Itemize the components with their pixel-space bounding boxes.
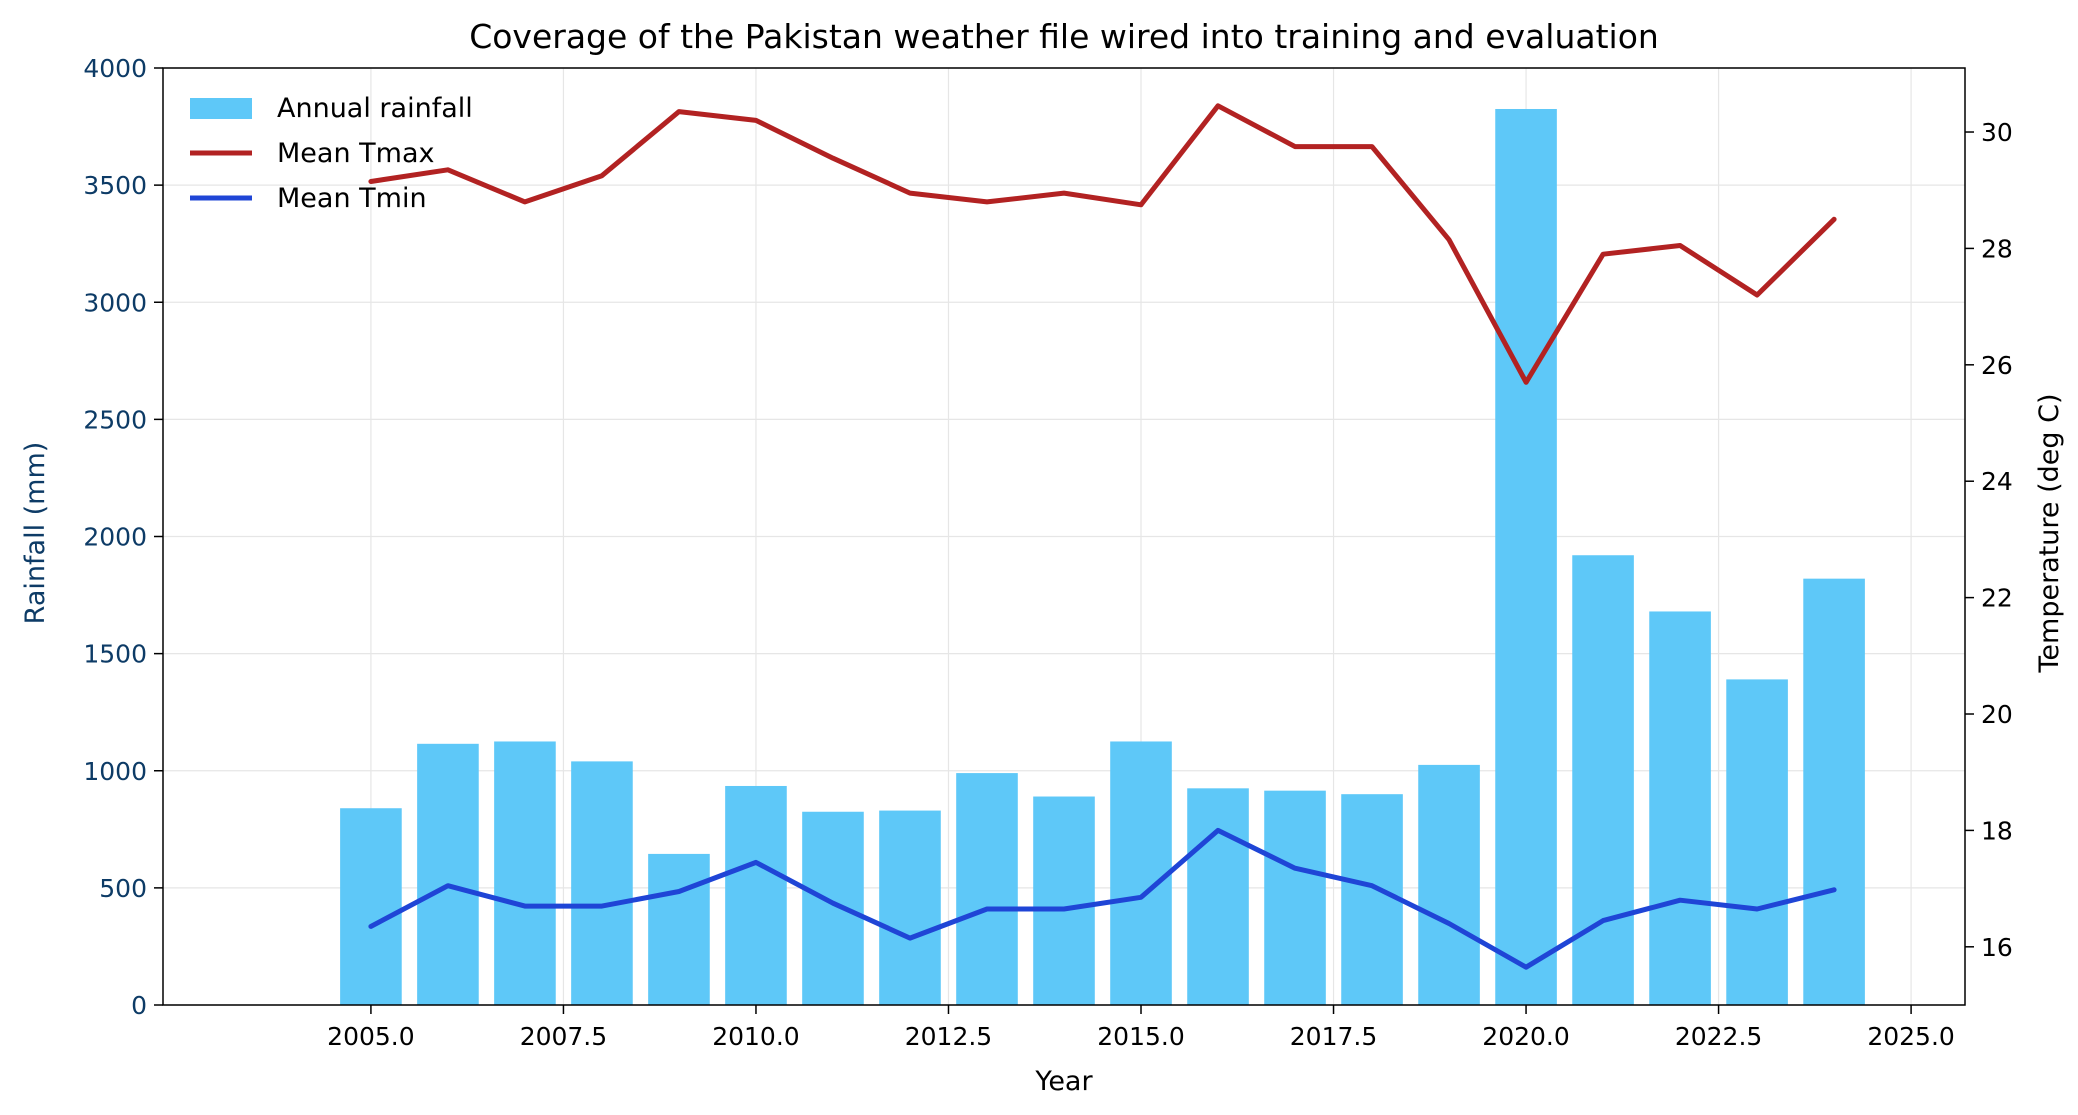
y-left-tick-label: 3500: [83, 171, 147, 200]
bar-2013: [956, 773, 1018, 1005]
bar-2018: [1341, 794, 1403, 1005]
y-right-tick-label: 28: [1981, 234, 2013, 263]
chart-title: Coverage of the Pakistan weather file wi…: [469, 17, 1659, 56]
y-right-tick-label: 16: [1981, 933, 2013, 962]
bar-2008: [571, 761, 633, 1005]
x-tick-label: 2017.5: [1290, 1022, 1377, 1051]
y-axis-right: 16 18 20 22 24 26 28 30: [1965, 118, 2013, 962]
y-axis-left-label: Rainfall (mm): [20, 442, 51, 625]
bar-2020: [1495, 108, 1557, 1005]
x-tick-label: 2022.5: [1675, 1022, 1762, 1051]
bar-2017: [1264, 790, 1326, 1005]
y-right-tick-label: 30: [1981, 118, 2013, 147]
bar-2010: [725, 785, 787, 1005]
y-left-tick-label: 0: [131, 991, 147, 1020]
y-left-tick-label: 4000: [83, 54, 147, 83]
y-left-tick-label: 3000: [83, 288, 147, 317]
bar-2007: [494, 741, 556, 1005]
bar-2019: [1418, 764, 1480, 1005]
bar-2015: [1110, 741, 1172, 1005]
y-right-tick-label: 18: [1981, 816, 2013, 845]
bar-2012: [879, 810, 941, 1005]
legend: Annual rainfall Mean Tmax Mean Tmin: [190, 93, 473, 214]
y-left-tick-label: 2500: [83, 405, 147, 434]
line-series: [368, 103, 1837, 970]
x-axis: 2005.0 2007.5 2010.0 2012.5 2015.0 2017.5 2020…: [327, 1005, 1955, 1051]
y-left-tick-label: 2000: [83, 523, 147, 552]
x-axis-label: Year: [1034, 1066, 1093, 1097]
bar-series: [340, 108, 1865, 1005]
line-mean-tmax: [368, 103, 1837, 385]
x-tick-label: 2010.0: [712, 1022, 799, 1051]
bar-2011: [802, 811, 864, 1005]
legend-label-mean-tmax: Mean Tmax: [277, 138, 434, 169]
y-axis-right-label: Temperature (deg C): [2034, 393, 2065, 673]
bar-2024: [1803, 578, 1865, 1005]
legend-swatch-annual-rainfall: [190, 98, 252, 119]
y-left-tick-label: 500: [99, 874, 147, 903]
bar-2016: [1187, 788, 1249, 1005]
x-tick-label: 2012.5: [905, 1022, 992, 1051]
x-tick-label: 2007.5: [520, 1022, 607, 1051]
y-right-tick-label: 22: [1981, 584, 2013, 613]
y-right-tick-label: 26: [1981, 351, 2013, 380]
y-left-tick-label: 1000: [83, 757, 147, 786]
x-tick-label: 2015.0: [1097, 1022, 1184, 1051]
bar-2023: [1726, 679, 1788, 1005]
x-tick-label: 2005.0: [327, 1022, 414, 1051]
y-axis-left: 0 500 1000 1500 2000 2500 3000 3500 4000: [83, 54, 163, 1020]
bar-2009: [648, 853, 710, 1005]
y-left-tick-label: 1500: [83, 640, 147, 669]
line-mean-tmin: [368, 827, 1837, 970]
bar-2022: [1649, 611, 1711, 1005]
bar-2005: [340, 808, 402, 1005]
x-tick-label: 2025.0: [1867, 1022, 1954, 1051]
y-right-tick-label: 24: [1981, 467, 2013, 496]
x-tick-label: 2020.0: [1482, 1022, 1569, 1051]
bar-2021: [1572, 555, 1634, 1005]
y-right-tick-label: 20: [1981, 700, 2013, 729]
bar-2006: [417, 743, 479, 1005]
legend-label-annual-rainfall: Annual rainfall: [277, 93, 473, 124]
bar-2014: [1033, 796, 1095, 1005]
legend-label-mean-tmin: Mean Tmin: [277, 183, 427, 214]
